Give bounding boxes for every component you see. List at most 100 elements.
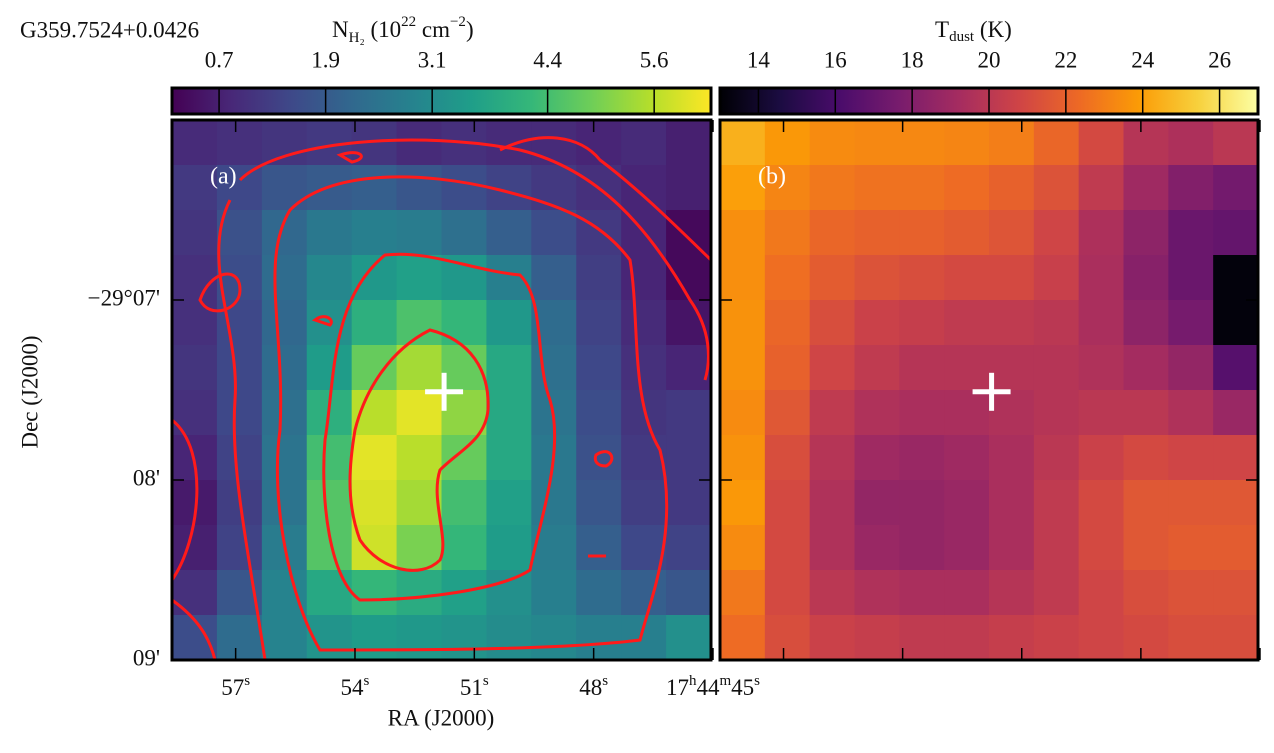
heatmap-cell	[1033, 525, 1080, 571]
contours	[170, 136, 713, 661]
heatmap-cell	[1123, 120, 1169, 166]
heatmap-cell	[854, 390, 900, 436]
plot-frame	[170, 118, 713, 662]
heatmap-cell	[621, 345, 667, 391]
heatmap-cell	[531, 120, 577, 166]
heatmap-cell	[1123, 435, 1169, 481]
heatmap-cell	[531, 615, 577, 661]
heatmap-cell	[1213, 120, 1259, 166]
colorbar-label-part: (10	[365, 17, 401, 42]
heatmap-cell	[899, 570, 945, 616]
heatmap-cell	[764, 615, 811, 661]
heatmap-cell	[261, 615, 308, 661]
x-tick-label-part: m	[719, 673, 731, 689]
heatmap-cell	[216, 390, 263, 436]
heatmap-cell	[720, 255, 766, 301]
heatmap-cell	[764, 435, 811, 481]
heatmap-cell	[1168, 165, 1214, 211]
heatmap-cell	[944, 615, 990, 661]
x-axis-label: RA (J2000)	[388, 705, 495, 730]
heatmap-cell	[351, 570, 398, 616]
heatmap-cell	[1168, 525, 1214, 571]
heatmap-cell	[944, 255, 990, 301]
heatmap-cell	[172, 525, 218, 571]
heatmap-cell	[1123, 570, 1169, 616]
heatmap-cell	[1123, 255, 1169, 301]
heatmap-cell	[854, 435, 900, 481]
heatmap-cell	[531, 165, 577, 211]
heatmap-cell	[351, 480, 398, 526]
heatmap-cell	[621, 435, 667, 481]
y-axis-label: Dec (J2000)	[17, 335, 42, 448]
heatmap-cell	[944, 120, 990, 166]
colorbar-label: NH₂ (1022 cm−2)	[332, 14, 474, 46]
heatmap-cell	[1213, 480, 1259, 526]
colorbar-tick-label: 20	[978, 47, 1001, 72]
heatmap-cell	[809, 480, 856, 526]
heatmap-cell	[396, 255, 443, 301]
heatmap-cell	[809, 165, 856, 211]
plot-frame	[718, 118, 1260, 662]
heatmap-cell	[351, 255, 398, 301]
heatmap-cell	[576, 615, 622, 661]
heatmap-cell	[1078, 345, 1125, 391]
colorbar-tick-label: 14	[747, 47, 771, 72]
heatmap-cell	[944, 525, 990, 571]
heatmap-cell	[764, 570, 811, 616]
x-tick-label-part: s	[754, 673, 760, 689]
heatmap-cell	[854, 165, 900, 211]
heatmap-cell	[441, 210, 488, 256]
heatmap-cell	[306, 435, 353, 481]
heatmap-cell	[486, 255, 532, 301]
heatmap-cell	[899, 435, 945, 481]
heatmap-cell	[944, 300, 990, 346]
heatmap-cell	[441, 165, 488, 211]
heatmap-cell	[261, 120, 308, 166]
heatmap-cell	[621, 120, 667, 166]
heatmap-cell	[720, 345, 766, 391]
colorbar-tick-label: 16	[824, 47, 847, 72]
heatmap-cell	[1213, 345, 1259, 391]
heatmap-cell	[1123, 300, 1169, 346]
heatmap-cell	[989, 345, 1035, 391]
heatmap-cell	[216, 120, 263, 166]
heatmap-cell	[306, 570, 353, 616]
heatmap-cell	[1078, 570, 1125, 616]
figure-title: G359.7524+0.0426	[20, 17, 199, 42]
x-tick-label-part: 51	[460, 675, 483, 700]
heatmap-cell	[1168, 255, 1214, 301]
heatmap-cell	[899, 480, 945, 526]
heatmap-cell	[854, 525, 900, 571]
heatmap-cell	[1213, 570, 1259, 616]
y-tick-label: 08'	[133, 465, 160, 490]
heatmap-cell	[1033, 390, 1080, 436]
contour	[217, 199, 267, 661]
heatmap-cell	[396, 210, 443, 256]
heatmap-cell	[576, 390, 622, 436]
heatmap-cell	[261, 255, 308, 301]
heatmap-cell	[989, 255, 1035, 301]
heatmap-cell	[854, 210, 900, 256]
heatmap-cell	[666, 435, 712, 481]
heatmap-cell	[576, 480, 622, 526]
contour	[238, 138, 710, 381]
heatmap-cell	[1213, 435, 1259, 481]
heatmap-cell	[720, 570, 766, 616]
heatmap-cell	[809, 570, 856, 616]
heatmap-cell	[261, 210, 308, 256]
heatmap-cell	[306, 300, 353, 346]
heatmap-cell	[720, 390, 766, 436]
heatmap-cell	[1078, 120, 1125, 166]
heatmap-cell	[666, 570, 712, 616]
heatmap-cell	[944, 480, 990, 526]
heatmap-cell	[1168, 435, 1214, 481]
heatmap-cell	[216, 615, 263, 661]
heatmap-cell	[1168, 615, 1214, 661]
heatmap-cell	[764, 390, 811, 436]
heatmap-cell	[809, 615, 856, 661]
heatmap-cell	[1078, 165, 1125, 211]
x-tick-label-part: s	[364, 673, 370, 689]
heatmap-cell	[944, 345, 990, 391]
heatmap-cell	[261, 435, 308, 481]
